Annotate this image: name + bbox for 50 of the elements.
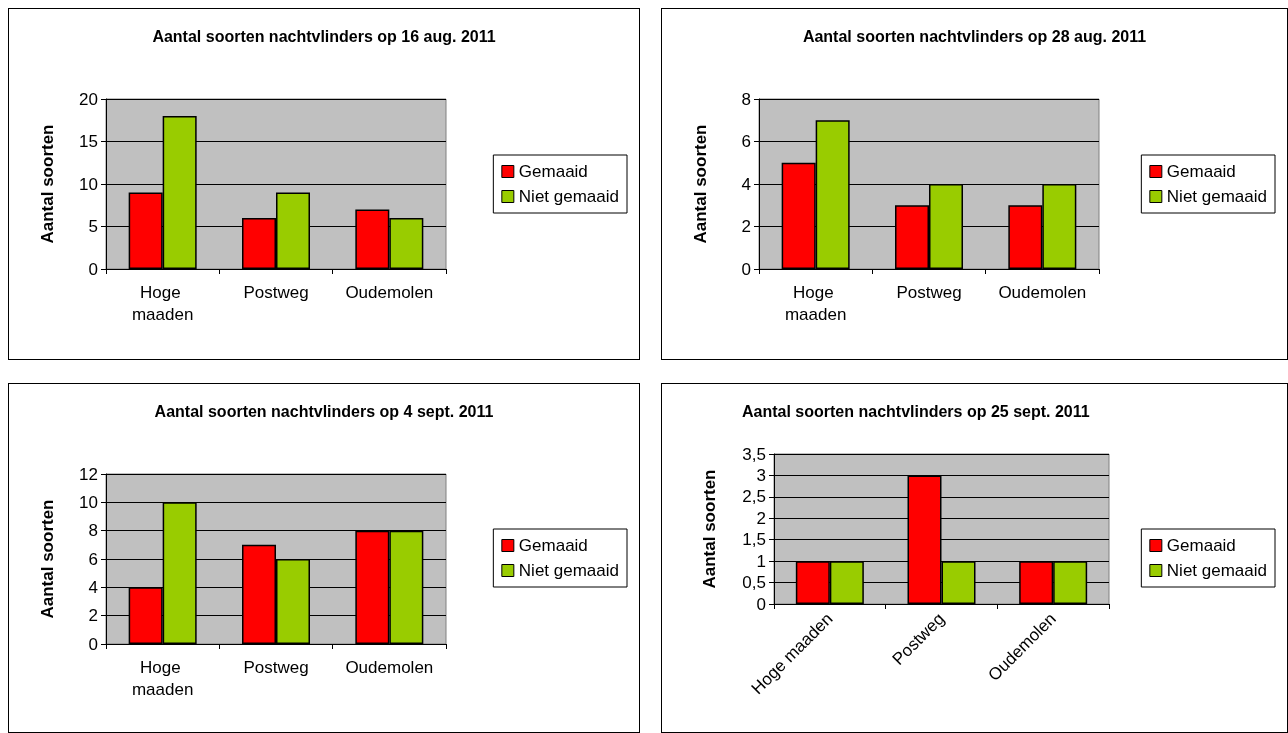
y-axis-title: Aantal soorten [691,124,710,244]
x-tick-label: Hoge maaden [784,282,847,324]
y-axis-title: Aantal soorten [38,499,57,619]
legend-label: Niet gemaaid [518,187,620,206]
x-tick-label: Postweg [243,282,309,302]
y-tick-label: 2 [756,508,766,528]
x-tick-label: Oudemolen [998,282,1087,302]
chart-title: Aantal soorten nachtvlinders op 25 sept. 2011 [742,402,1090,420]
legend-label: Niet gemaaid [1166,187,1268,206]
x-tick-label: Oudemolen [345,657,434,677]
y-tick-label: 4 [741,174,751,194]
y-axis-title: Aantal soorten [38,124,57,244]
y-tick-label: 0 [88,634,98,654]
y-tick-label: 3,5 [742,444,766,464]
y-tick-label: 6 [88,549,98,569]
legend-label: Gemaaid [518,162,588,181]
y-tick-label: 8 [741,89,751,109]
y-tick-label: 4 [88,577,98,597]
y-tick-label: 2 [741,217,751,236]
y-tick-label: 0 [756,594,766,614]
y-tick-label: 20 [79,89,98,109]
y-tick-label: 0,5 [742,573,766,593]
x-tick-label: Hoge maaden [131,282,194,324]
x-tick-label: Postweg [243,657,309,677]
y-tick-label: 2 [88,606,98,626]
y-tick-label: 3 [756,465,766,485]
y-tick-label: 10 [79,174,98,194]
legend-label: Gemaaid [1166,162,1236,181]
y-tick-label: 8 [88,521,98,541]
x-tick-label: Postweg [896,282,962,302]
y-tick-label: 1 [756,551,766,571]
legend-label: Niet gemaaid [1166,561,1268,580]
legend-label: Gemaaid [518,536,588,555]
y-tick-label: 2,5 [742,487,766,507]
y-tick-label: 5 [88,217,98,236]
y-tick-label: 15 [79,132,98,151]
y-tick-label: 1,5 [742,530,766,550]
y-tick-label: 6 [741,132,751,151]
legend-label: Gemaaid [1166,536,1236,555]
x-tick-label: Hoge maaden [131,657,194,699]
x-tick-label: Oudemolen [345,282,434,302]
chart-title: Aantal soorten nachtvlinders op 16 aug. 2011 [152,27,496,45]
y-tick-label: 12 [79,464,98,484]
chart-title: Aantal soorten nachtvlinders op 4 sept. 2011 [154,402,494,420]
y-tick-label: 10 [79,492,98,512]
y-tick-label: 0 [88,259,98,279]
y-axis-title: Aantal soorten [700,469,719,589]
chart-title: Aantal soorten nachtvlinders op 28 aug. 2011 [802,27,1147,45]
y-tick-label: 0 [741,259,751,279]
legend-label: Niet gemaaid [518,561,620,580]
